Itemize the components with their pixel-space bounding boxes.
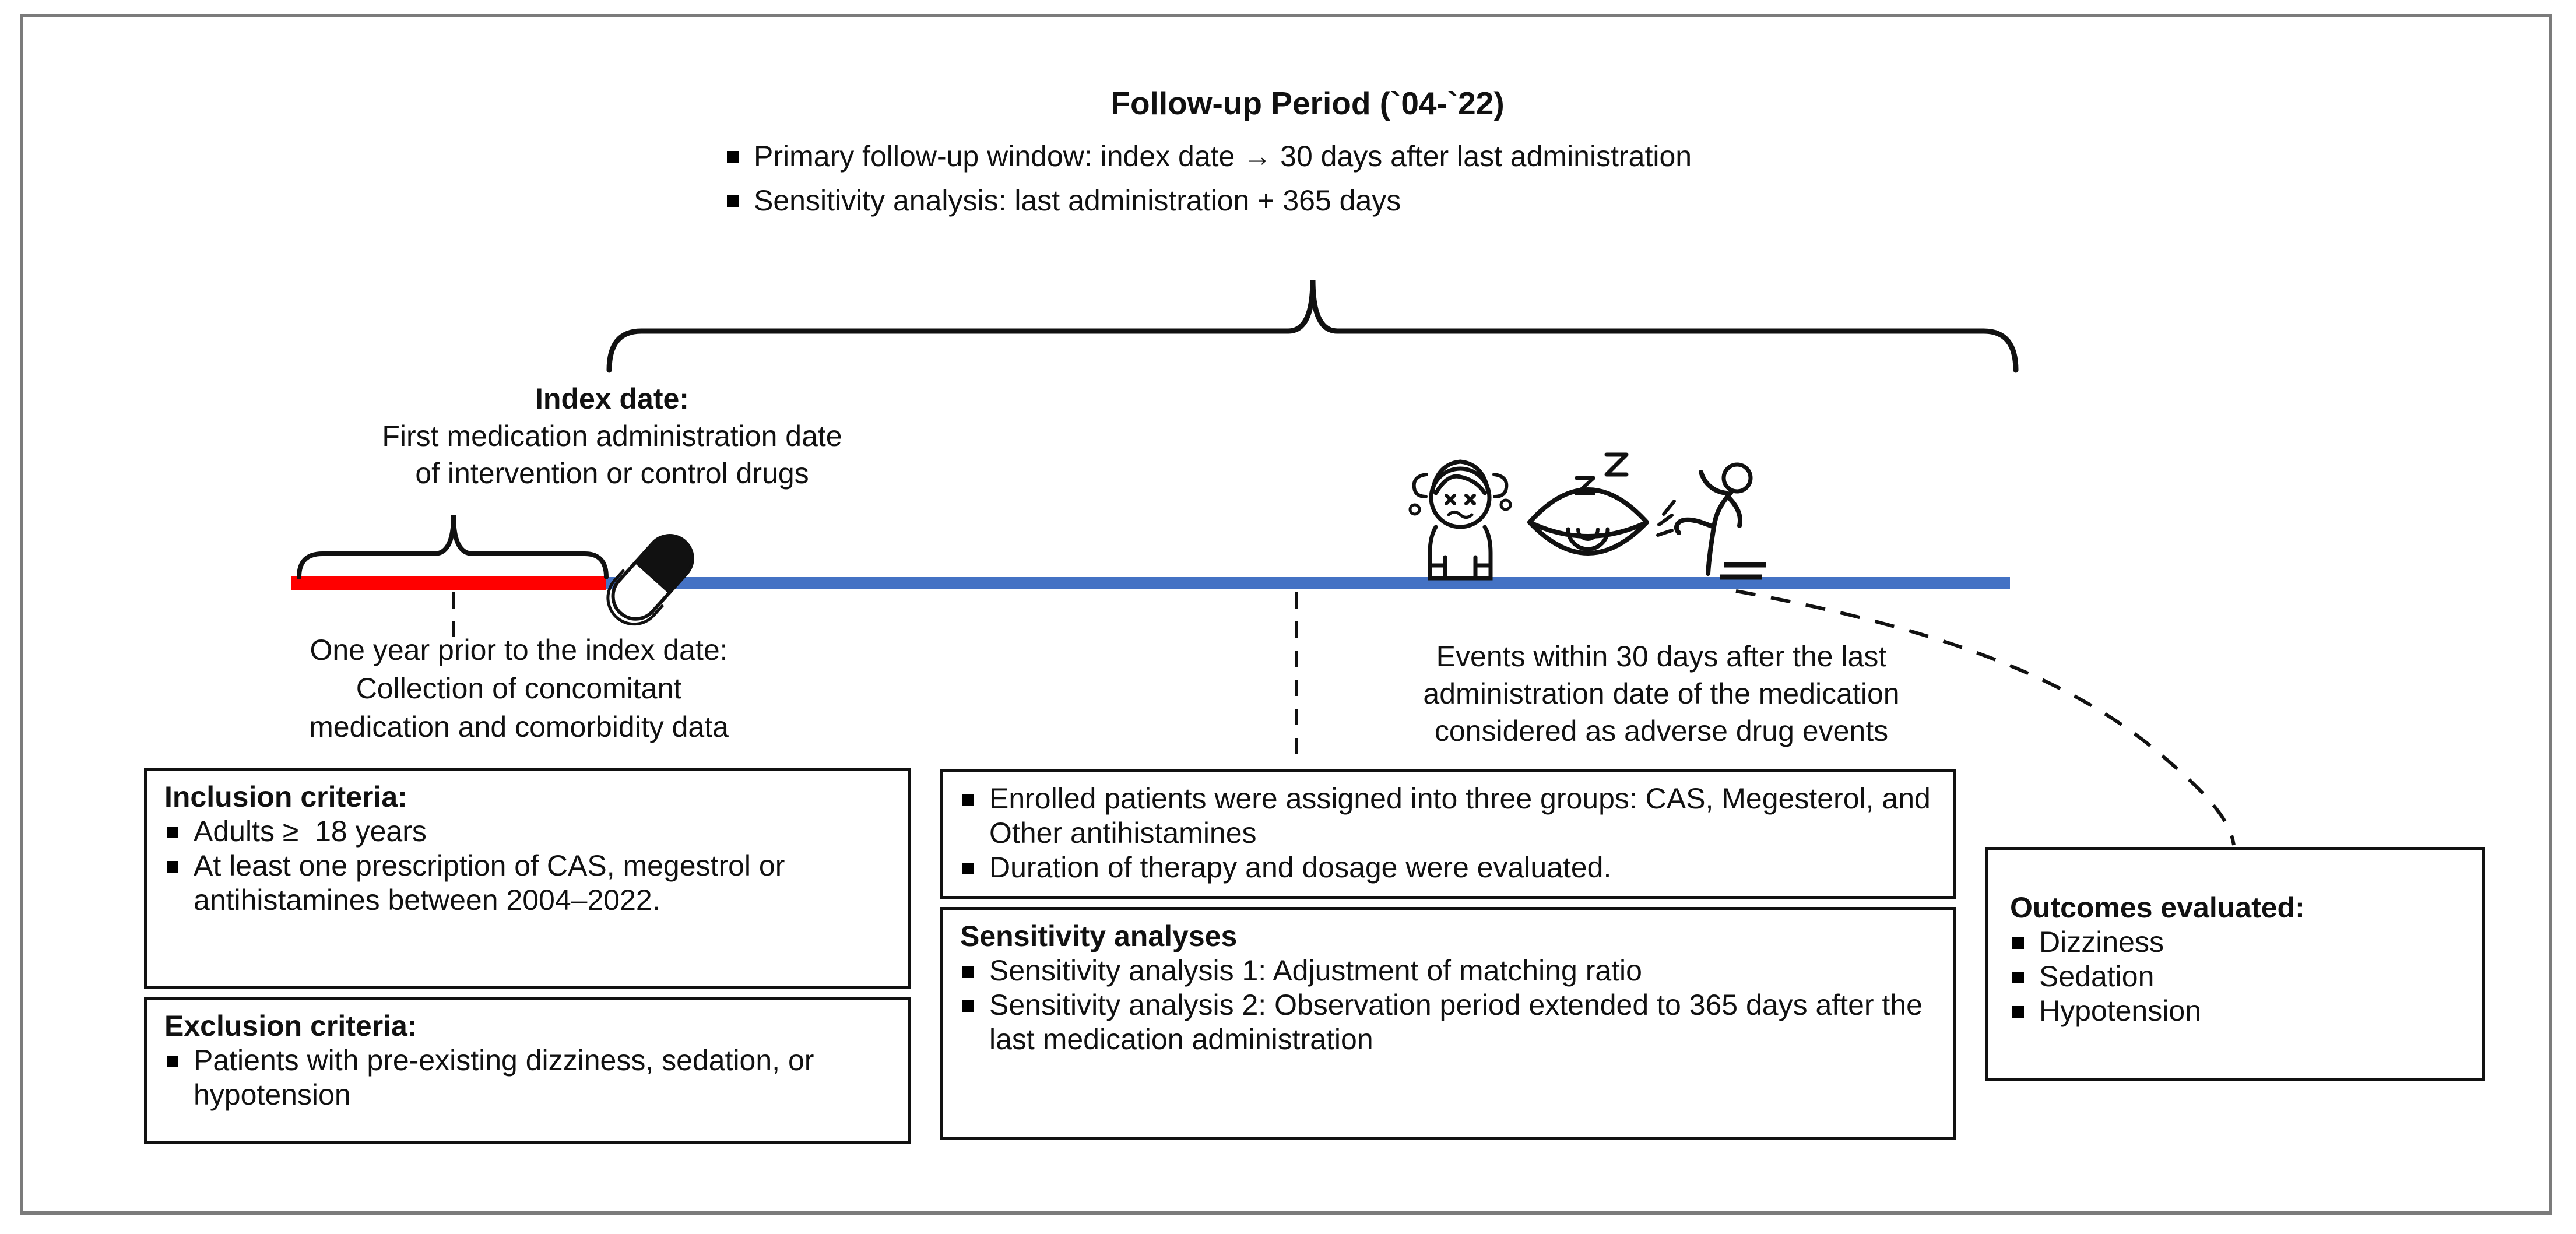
baseline-period-bar [291, 576, 606, 590]
groups-item-2-text: Duration of therapy and dosage were eval… [989, 851, 1612, 884]
outcomes-item-2: Sedation [2010, 959, 2465, 994]
followup-period-bar [606, 577, 2010, 589]
followup-bullet-1-text: Primary follow-up window: index date → 3… [754, 140, 1692, 173]
inclusion-item-1-text: Adults ≥ 18 years [194, 815, 427, 848]
bullet-marker [2012, 937, 2024, 949]
sleepy-eye-icon [1527, 452, 1649, 556]
bullet-marker [727, 151, 739, 163]
groups-item-2: Duration of therapy and dosage were eval… [960, 850, 1936, 885]
bullet-marker [962, 966, 974, 978]
exclusion-item-1: Patients with pre-existing dizziness, se… [164, 1043, 891, 1112]
inclusion-item-1: Adults ≥ 18 years [164, 814, 891, 849]
outcomes-item-3: Hypotension [2010, 994, 2465, 1028]
bullet-marker [962, 794, 974, 806]
sensitivity-analyses-title: Sensitivity analyses [960, 920, 1238, 952]
adverse-events-line-3: considered as adverse drug events [1434, 715, 1889, 747]
capsule-icon [606, 534, 694, 626]
sensitivity-item-1: Sensitivity analysis 1: Adjustment of ma… [960, 954, 1936, 988]
patient-groups-box: Enrolled patients were assigned into thr… [940, 769, 1956, 899]
adverse-events-label: Events within 30 days after the last adm… [1312, 638, 2011, 750]
followup-bullet-2: Sensitivity analysis: last administratio… [725, 178, 1727, 223]
exclusion-item-1-text: Patients with pre-existing dizziness, se… [194, 1044, 823, 1111]
groups-item-1-text: Enrolled patients were assigned into thr… [989, 782, 1939, 849]
outcomes-item-3-text: Hypotension [2039, 994, 2201, 1027]
followup-bullet-2-text: Sensitivity analysis: last administratio… [754, 184, 1401, 217]
inclusion-item-2: At least one prescription of CAS, megest… [164, 849, 891, 917]
outcomes-title: Outcomes evaluated: [2010, 891, 2305, 924]
one-year-prior-line-1: One year prior to the index date: [310, 634, 728, 666]
outcomes-box: Outcomes evaluated: Dizziness Sedation H… [1985, 847, 2485, 1081]
inclusion-item-2-text: At least one prescription of CAS, megest… [194, 849, 793, 916]
adverse-events-line-1: Events within 30 days after the last [1436, 640, 1887, 673]
groups-item-1: Enrolled patients were assigned into thr… [960, 782, 1936, 850]
bullet-marker [167, 827, 178, 838]
inclusion-criteria-title: Inclusion criteria: [164, 781, 407, 813]
bullet-marker [167, 1056, 178, 1067]
figure-frame [20, 14, 2552, 1215]
sensitivity-item-1-text: Sensitivity analysis 1: Adjustment of ma… [989, 954, 1642, 987]
sensitivity-analyses-box: Sensitivity analyses Sensitivity analysi… [940, 907, 1956, 1140]
sensitivity-item-2-text: Sensitivity analysis 2: Observation peri… [989, 989, 1931, 1056]
sensitivity-item-2: Sensitivity analysis 2: Observation peri… [960, 988, 1936, 1057]
index-date-title: Index date: [535, 382, 689, 415]
bullet-marker [962, 863, 974, 874]
adverse-events-line-2: administration date of the medication [1423, 677, 1900, 710]
bullet-marker [2012, 1006, 2024, 1018]
one-year-prior-line-3: medication and comorbidity data [309, 711, 729, 743]
dizzy-person-icon [1408, 459, 1512, 581]
outcomes-item-1-text: Dizziness [2039, 926, 2164, 958]
outcomes-item-1: Dizziness [2010, 925, 2465, 959]
bullet-marker [727, 195, 739, 207]
inclusion-criteria-box: Inclusion criteria: Adults ≥ 18 years At… [144, 768, 911, 989]
exclusion-criteria-title: Exclusion criteria: [164, 1010, 417, 1042]
followup-bullet-list: Primary follow-up window: index date → 3… [725, 134, 1727, 223]
index-date-line-1: First medication administration date [382, 420, 842, 452]
falling-person-icon [1656, 462, 1766, 580]
followup-bullet-1: Primary follow-up window: index date → 3… [725, 134, 1727, 178]
followup-period-title: Follow-up Period (`04-`22) [1110, 85, 1505, 121]
one-year-prior-line-2: Collection of concomitant [356, 672, 682, 705]
bullet-marker [962, 1000, 974, 1012]
bullet-marker [167, 861, 178, 873]
index-date-label: Index date: First medication administrat… [245, 380, 979, 492]
bullet-marker [2012, 972, 2024, 983]
outcomes-item-2-text: Sedation [2039, 960, 2155, 993]
one-year-prior-label: One year prior to the index date: Collec… [169, 631, 869, 746]
exclusion-criteria-box: Exclusion criteria: Patients with pre-ex… [144, 997, 911, 1144]
index-date-line-2: of intervention or control drugs [415, 457, 809, 490]
